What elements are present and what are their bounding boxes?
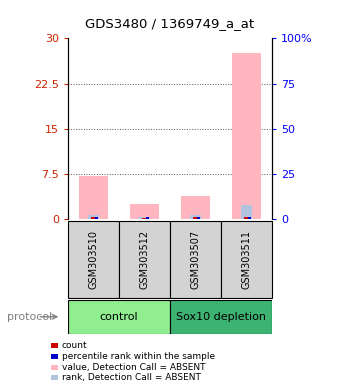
Bar: [190, 215, 201, 219]
Bar: [142, 218, 147, 219]
Bar: [193, 217, 198, 219]
Text: rank, Detection Call = ABSENT: rank, Detection Call = ABSENT: [62, 373, 201, 382]
Bar: [139, 217, 150, 219]
Text: count: count: [62, 341, 87, 350]
Bar: [68, 300, 170, 334]
Bar: [244, 217, 249, 219]
Text: value, Detection Call = ABSENT: value, Detection Call = ABSENT: [62, 362, 205, 372]
Bar: [221, 221, 272, 298]
Bar: [95, 217, 98, 219]
Bar: [119, 221, 170, 298]
Bar: [182, 196, 209, 219]
Bar: [91, 217, 96, 219]
Text: GSM303510: GSM303510: [88, 230, 99, 289]
Text: percentile rank within the sample: percentile rank within the sample: [62, 352, 215, 361]
Bar: [88, 215, 99, 219]
Bar: [170, 300, 272, 334]
Text: GDS3480 / 1369749_a_at: GDS3480 / 1369749_a_at: [85, 17, 255, 30]
Bar: [146, 217, 149, 219]
Text: GSM303507: GSM303507: [190, 230, 201, 289]
Bar: [170, 221, 221, 298]
Text: GSM303512: GSM303512: [139, 230, 150, 289]
Bar: [241, 205, 252, 219]
Text: protocol: protocol: [7, 312, 52, 322]
Bar: [248, 217, 251, 219]
Text: GSM303511: GSM303511: [241, 230, 252, 289]
Bar: [68, 221, 119, 298]
Text: control: control: [100, 312, 138, 322]
Bar: [233, 53, 260, 219]
Text: Sox10 depletion: Sox10 depletion: [176, 312, 266, 322]
Bar: [80, 175, 107, 219]
Bar: [131, 204, 158, 219]
Bar: [197, 217, 200, 219]
